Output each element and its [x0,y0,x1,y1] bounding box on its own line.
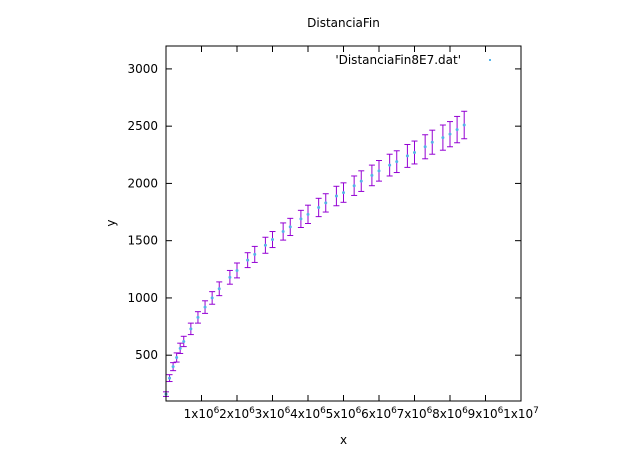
plot-frame [165,45,522,402]
data-point [299,217,303,221]
y-tick-label: 2000 [127,176,158,190]
data-point [455,128,459,132]
x-tick-label: 5x106 [326,406,362,421]
data-point [359,179,363,183]
x-tick-label: 4x106 [290,406,326,421]
x-tick-label: 6x106 [361,406,397,421]
data-point [342,191,345,195]
data-point [388,163,392,167]
data-point [228,275,232,279]
x-tick-label: 8x106 [432,406,468,421]
data-point [334,194,338,198]
data-point [217,287,221,291]
data-point [175,355,179,359]
data-point [263,243,267,247]
data-point [441,136,445,140]
data-point [413,151,416,154]
data-point [235,268,239,272]
y-tick-label: 2500 [127,119,158,133]
data-point [448,132,452,136]
data-point [405,154,409,158]
x-tick-label: 1x107 [503,406,539,421]
chart-title: DistanciaFin [307,16,380,30]
data-point [203,305,207,309]
y-tick-label: 1500 [127,234,158,248]
x-tick-label: 7x106 [397,406,433,421]
data-point [430,140,434,144]
y-tick-label: 1000 [127,291,158,305]
data-point [370,173,374,177]
x-tick-label: 2x106 [219,406,255,421]
data-point [210,296,214,300]
x-tick-label: 9x106 [468,406,504,421]
data-point [189,327,193,331]
data-point [253,252,257,256]
legend-label: 'DistanciaFin8E7.dat' [335,53,461,67]
data-point [352,184,356,188]
data-point [246,258,250,262]
legend: 'DistanciaFin8E7.dat' [335,53,491,67]
data-point [395,160,399,164]
data-point [182,339,186,343]
x-tick-label: 1x106 [184,406,220,421]
data-point [281,230,285,234]
x-tick-label: 3x106 [255,406,291,421]
data-point [423,145,427,149]
data-point [271,238,274,242]
y-tick-label: 500 [135,348,158,362]
data-point [178,346,182,350]
x-axis-label: x [340,433,347,447]
data-series [163,110,468,397]
data-point [171,365,175,369]
legend-marker [489,59,491,61]
data-point [306,212,310,216]
data-point [196,315,200,319]
y-tick-label: 3000 [127,62,158,76]
ticks-layer: 500 1000 1500 2000 2500 3000 1x106 2x106 3x106 4x… [127,46,539,421]
data-point [324,201,328,205]
data-point [317,205,321,209]
data-layer [163,110,468,397]
data-point [288,225,292,229]
data-point [462,123,466,127]
data-point [168,376,172,380]
data-point [377,169,381,173]
y-axis-label: y [104,219,118,226]
